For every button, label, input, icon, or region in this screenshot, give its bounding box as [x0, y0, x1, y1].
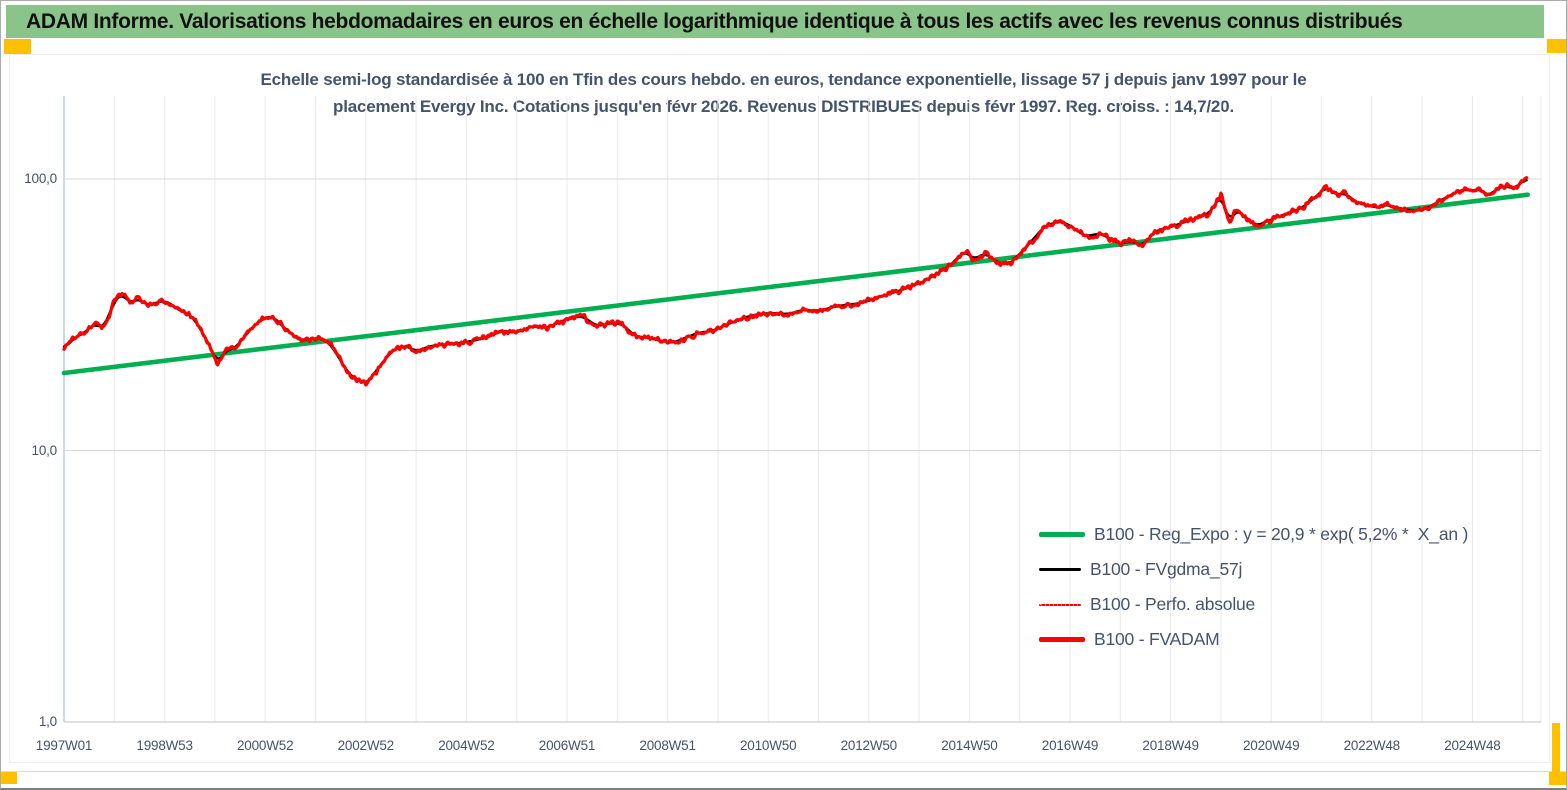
chart-title-line1: Echelle semi-log standardisée à 100 en T… — [260, 70, 1307, 89]
sheet-row-divider — [1, 771, 1566, 772]
x-axis-label: 2016W49 — [1041, 738, 1099, 753]
y-axis-label: 10,0 — [31, 442, 58, 458]
sheet-marker-bottom-right — [1549, 772, 1566, 785]
series-reg-expo-line — [61, 192, 1530, 376]
x-axis-label: 2012W50 — [840, 738, 898, 753]
x-axis-label: 2020W49 — [1242, 738, 1300, 753]
chart-title: Echelle semi-log standardisée à 100 en T… — [1, 66, 1566, 120]
legend-label-fvadam: B100 - FVADAM — [1094, 629, 1220, 649]
legend-entry-fvgdma_57j: B100 - FVgdma_57j — [1039, 552, 1468, 587]
legend-line-sample-reg_expo — [1039, 532, 1085, 537]
x-axis-label: 1998W53 — [136, 738, 193, 753]
series-perfo-absolue-line — [63, 176, 1528, 386]
sheet-marker-bottom-left — [1, 772, 17, 784]
x-axis-label: 2014W50 — [941, 738, 998, 753]
sheet-marker-bottom-right-strip — [1552, 723, 1560, 772]
legend-label-reg_expo: B100 - Reg_Expo : y = 20,9 * exp( 5,2% *… — [1094, 524, 1469, 544]
legend-line-sample-fvadam — [1039, 637, 1085, 642]
sheet-marker-top-right — [1547, 39, 1566, 53]
x-axis-label: 2022W48 — [1343, 738, 1401, 753]
legend-line-sample-fvgdma_57j — [1039, 568, 1081, 571]
header-title: ADAM Informe. Valorisations hebdomadaire… — [26, 9, 1403, 33]
x-axis-label: 2024W48 — [1444, 738, 1501, 753]
legend-label-perfo_absolue: B100 - Perfo. absolue — [1090, 594, 1256, 614]
legend-line-sample-perfo_absolue — [1039, 603, 1081, 606]
y-axis-label: 100,0 — [24, 171, 57, 186]
x-axis-label: 1997W01 — [35, 738, 93, 753]
y-axis-label: 1,0 — [38, 714, 57, 729]
x-axis-label: 2000W52 — [236, 738, 294, 753]
legend-entry-reg_expo: B100 - Reg_Expo : y = 20,9 * exp( 5,2% *… — [1039, 517, 1468, 552]
x-axis-label: 2006W51 — [538, 738, 596, 753]
x-axis-label: 2004W52 — [438, 738, 495, 753]
legend: B100 - Reg_Expo : y = 20,9 * exp( 5,2% *… — [1039, 517, 1468, 657]
legend-label-fvgdma_57j: B100 - FVgdma_57j — [1090, 559, 1243, 579]
x-axis-label: 2002W52 — [337, 738, 395, 753]
legend-entry-fvadam: B100 - FVADAM — [1039, 622, 1468, 657]
chart-frame[interactable] — [9, 54, 1550, 763]
x-axis-label: 2018W49 — [1142, 738, 1199, 753]
chart-title-line2: placement Evergy Inc. Cotations jusqu'en… — [333, 97, 1234, 116]
x-axis-label: 2010W50 — [739, 738, 797, 753]
x-axis-label: 2008W51 — [639, 738, 696, 753]
legend-entry-perfo_absolue: B100 - Perfo. absolue — [1039, 587, 1468, 622]
sheet-marker-top-left — [4, 39, 31, 54]
series-fvadam-line — [62, 176, 1529, 387]
series-fvgdma-57j-line — [62, 178, 1528, 384]
header-bar: ADAM Informe. Valorisations hebdomadaire… — [6, 5, 1544, 38]
